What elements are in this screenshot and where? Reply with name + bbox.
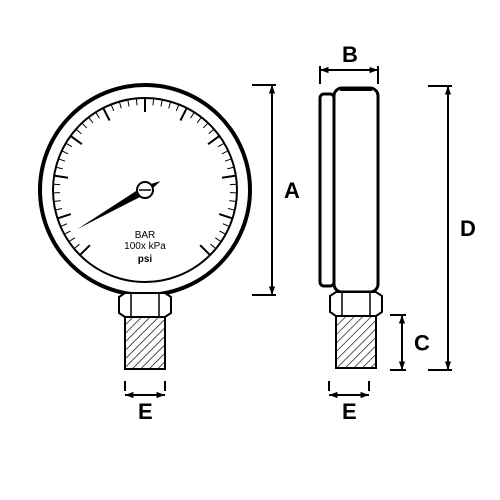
dim-label: D — [460, 216, 476, 241]
gauge-unit-bar: BAR — [135, 230, 156, 241]
dim-label: C — [414, 331, 430, 356]
dim-E: E — [125, 381, 165, 424]
gauge-dimension-diagram: BAR100x kPa psi A B C D E E — [0, 0, 500, 500]
dim-C: C — [390, 315, 430, 370]
dim-label: A — [284, 178, 300, 203]
gauge-unit-psi: psi — [138, 254, 153, 265]
side-gauge — [320, 87, 382, 368]
gauge-unit-kpa: 100x kPa — [124, 241, 166, 252]
front-gauge: BAR100x kPa psi — [40, 85, 250, 369]
dim-label: E — [342, 399, 357, 424]
dim-label: B — [342, 42, 358, 67]
dim-D: D — [428, 86, 476, 370]
dim-label: E — [138, 399, 153, 424]
dim-B: B — [320, 42, 378, 84]
dim-A: A — [252, 85, 300, 295]
dim-E: E — [329, 381, 369, 424]
